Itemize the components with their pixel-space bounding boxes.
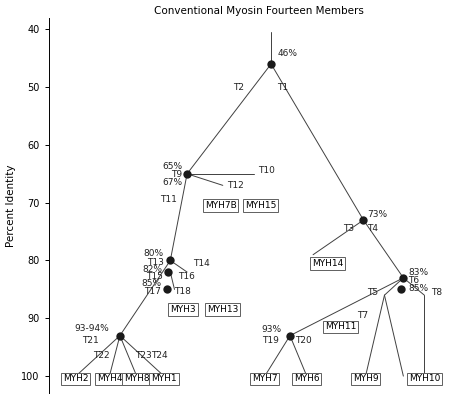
Text: MYH14: MYH14 xyxy=(312,259,343,268)
Text: T10: T10 xyxy=(258,166,275,176)
Text: T11: T11 xyxy=(160,195,177,204)
Text: 67%: 67% xyxy=(162,178,182,187)
Text: MYH9: MYH9 xyxy=(353,375,378,383)
Text: MYH1: MYH1 xyxy=(151,375,177,383)
Text: MYH6: MYH6 xyxy=(294,375,319,383)
Text: T2: T2 xyxy=(233,83,244,92)
Text: MYH4: MYH4 xyxy=(97,375,122,383)
Text: T9: T9 xyxy=(171,170,182,180)
Text: MYH3: MYH3 xyxy=(170,305,196,314)
Text: 46%: 46% xyxy=(277,49,297,58)
Text: MYH15: MYH15 xyxy=(245,201,276,210)
Text: MYH11: MYH11 xyxy=(325,322,356,332)
Text: 85%: 85% xyxy=(409,284,428,293)
Text: MYH13: MYH13 xyxy=(207,305,238,314)
Text: T22: T22 xyxy=(93,352,109,360)
Text: 80%: 80% xyxy=(144,249,164,258)
Text: MYH10: MYH10 xyxy=(409,375,440,383)
Text: T20: T20 xyxy=(295,336,312,345)
Text: 93-94%: 93-94% xyxy=(74,324,109,333)
Text: 93%: 93% xyxy=(262,325,282,334)
Text: T7: T7 xyxy=(357,311,368,320)
Text: 82%: 82% xyxy=(143,265,163,274)
Text: T14: T14 xyxy=(193,259,210,268)
Text: T16: T16 xyxy=(178,272,195,281)
Text: T4: T4 xyxy=(367,224,378,233)
Text: 85%: 85% xyxy=(141,279,161,288)
Text: T6: T6 xyxy=(409,276,419,285)
Text: T17: T17 xyxy=(144,287,161,296)
Text: 73%: 73% xyxy=(367,210,387,219)
Y-axis label: Percent Identity: Percent Identity xyxy=(6,164,16,247)
Text: MYH7B: MYH7B xyxy=(205,201,237,210)
Text: T15: T15 xyxy=(146,272,163,281)
Text: MYH7: MYH7 xyxy=(252,375,278,383)
Text: 65%: 65% xyxy=(162,162,182,171)
Text: T12: T12 xyxy=(227,181,244,190)
Text: MYH2: MYH2 xyxy=(63,375,89,383)
Text: T23: T23 xyxy=(135,352,151,360)
Text: MYH8: MYH8 xyxy=(124,375,149,383)
Text: T3: T3 xyxy=(343,224,354,233)
Text: T18: T18 xyxy=(173,286,191,296)
Text: T8: T8 xyxy=(431,288,442,297)
Text: T21: T21 xyxy=(82,336,99,345)
Text: T13: T13 xyxy=(147,258,164,267)
Text: T1: T1 xyxy=(277,83,289,92)
Text: 83%: 83% xyxy=(409,268,428,277)
Text: T19: T19 xyxy=(262,336,279,345)
Text: T24: T24 xyxy=(151,352,168,360)
Text: T5: T5 xyxy=(367,288,378,297)
Title: Conventional Myosin Fourteen Members: Conventional Myosin Fourteen Members xyxy=(154,6,364,16)
